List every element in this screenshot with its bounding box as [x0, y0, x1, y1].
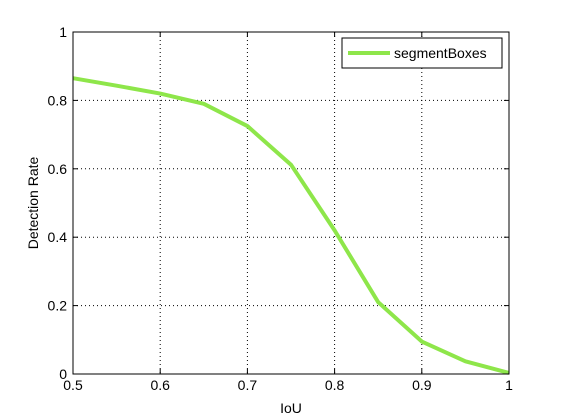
plot-area — [73, 32, 509, 374]
legend-label: segmentBoxes — [394, 45, 487, 61]
y-tick-label: 1 — [59, 24, 67, 40]
plot-frame — [72, 31, 510, 375]
x-tick-label: 0.5 — [63, 377, 83, 393]
x-tick-label: 0.7 — [238, 377, 258, 393]
y-tick-label: 0.2 — [48, 298, 68, 314]
x-tick-label: 1 — [505, 377, 513, 393]
x-tick-label: 0.9 — [412, 377, 432, 393]
y-tick-label: 0.6 — [48, 161, 68, 177]
y-tick-label: 0 — [59, 366, 67, 382]
y-tick-label: 0.4 — [48, 229, 68, 245]
y-axis-label: Detection Rate — [25, 156, 41, 249]
ticks — [72, 31, 510, 375]
grid — [73, 32, 509, 374]
tick-labels: 0.5 0.6 0.7 0.8 0.9 1 0 0.2 0.4 0.6 0.8 1 — [48, 24, 514, 393]
x-tick-label: 0.8 — [325, 377, 345, 393]
legend: segmentBoxes — [341, 37, 503, 69]
x-axis-label: IoU — [280, 400, 302, 416]
series-line — [72, 76, 510, 375]
x-tick-label: 0.6 — [150, 377, 170, 393]
series-layer — [72, 76, 510, 375]
y-tick-label: 0.8 — [48, 92, 68, 108]
